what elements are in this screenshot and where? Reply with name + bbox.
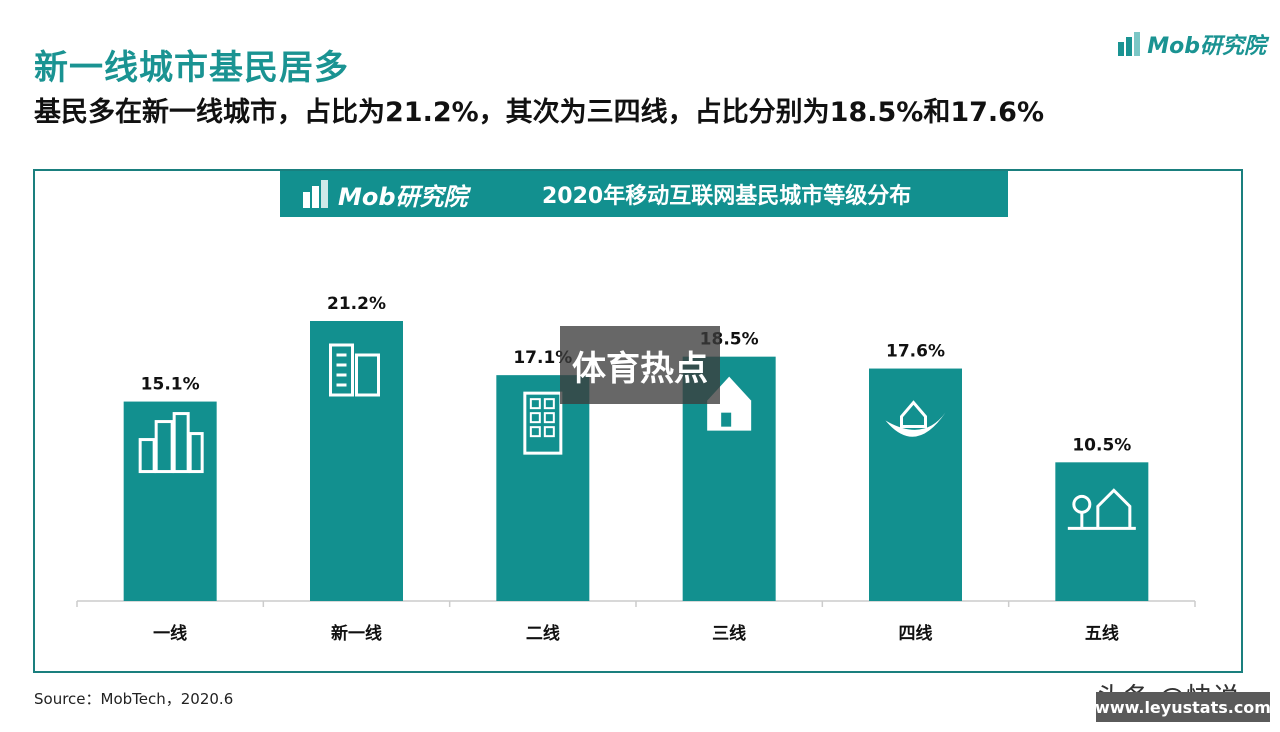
icon-shape [188,432,204,474]
x-tick-label: 三线 [712,623,746,644]
icon-shape [885,412,946,437]
icon-shape [529,426,541,438]
chart-banner: Mob研究院 2020年移动互联网基民城市等级分布 [280,171,1008,217]
icon-shape [329,343,354,397]
icon-shape [900,400,927,429]
data-label: 21.2% [327,294,386,314]
x-tick-label: 五线 [1085,623,1119,644]
icon-shape [138,438,156,474]
tree-house-icon [1067,488,1136,530]
office-towers-icon [329,343,380,397]
x-tick-label: 一线 [153,623,187,644]
chart-frame [33,169,1243,673]
data-label: 17.1% [513,348,572,368]
icon-shape [543,398,555,410]
apartment-building-icon [523,391,563,455]
x-tick-label: 四线 [899,623,933,644]
icon-shape [1096,488,1132,529]
mob-logo-icon [1118,32,1141,56]
source-note: Source：MobTech，2020.6 [34,690,234,708]
bar-五线 [1055,462,1149,601]
icon-shape [721,412,732,427]
icon-shape [543,426,555,438]
watermark-url: www.leyustats.com [1095,692,1271,722]
brand-text: Mob研究院 [1147,34,1266,59]
page-subtitle: 基民多在新一线城市，占比为21.2%，其次为三四线，占比分别为18.5%和17.… [34,97,1045,128]
leaf-house-icon [885,400,946,437]
banner-logo-text: Mob研究院 [338,182,468,211]
chart-title: 2020年移动互联网基民城市等级分布 [542,184,912,209]
data-label: 10.5% [1072,435,1131,455]
x-tick-label: 新一线 [331,623,382,644]
banner-logo: Mob研究院 [302,177,512,212]
center-badge: 体育热点 [560,326,720,404]
icon-shape [529,412,541,424]
page-title: 新一线城市基民居多 [34,48,349,88]
brand-logo: Mob研究院 [1117,28,1266,60]
icon-shape [529,398,541,410]
bar-四线 [869,368,962,601]
data-label: 17.6% [886,342,945,362]
bar-二线 [496,375,590,601]
x-tick-label: 二线 [526,623,560,644]
icon-shape [355,353,380,397]
icon-shape [543,412,555,424]
icon-shape [154,420,174,474]
city-skyline-icon [138,412,204,474]
mob-logo-icon [303,180,328,208]
icon-shape [523,391,563,455]
data-label: 15.1% [141,375,200,395]
icon-shape [172,412,190,474]
bar-一线 [123,401,217,601]
